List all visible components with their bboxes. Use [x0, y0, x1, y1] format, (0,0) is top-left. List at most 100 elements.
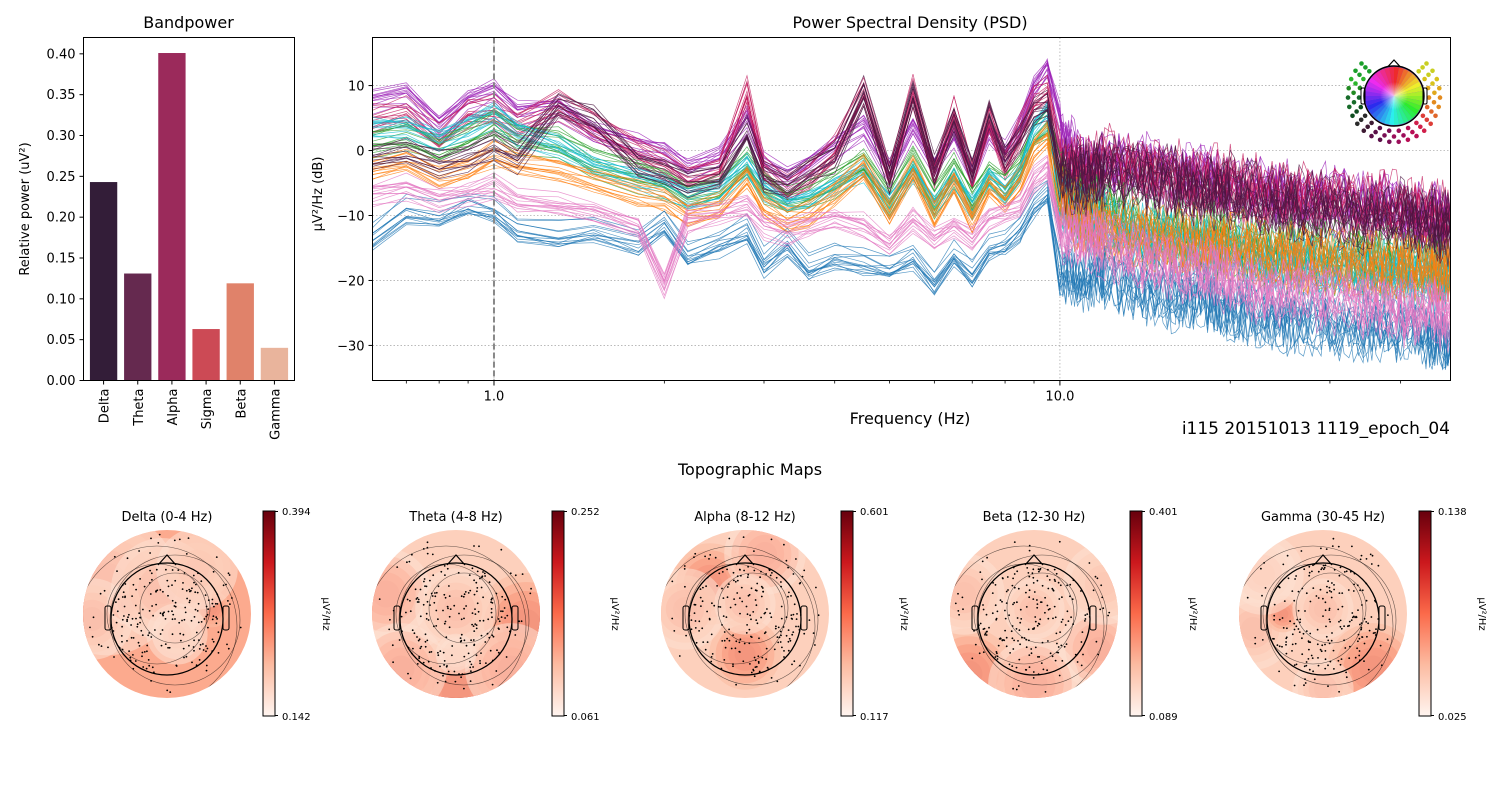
topomap-sensor [462, 595, 465, 598]
topomap-sensor [765, 658, 768, 660]
topomap-sensor [98, 643, 100, 646]
topomap-sensor [1011, 625, 1014, 627]
sensor-dot [1382, 133, 1387, 138]
topomap-sensor [217, 631, 220, 634]
topomap-sensor [484, 641, 487, 643]
topomap-sensor [171, 599, 174, 602]
topomap-sensor [485, 662, 487, 664]
topomap-sensor [1018, 629, 1021, 632]
psd-ytick-label: −30 [337, 339, 364, 354]
topomap-sensor [139, 616, 142, 619]
topomap-sensor [124, 595, 126, 598]
topomap-sensor [1055, 572, 1058, 575]
topomap-sensor [1084, 620, 1086, 622]
topomap-colorbar-min: 0.142 [282, 712, 311, 723]
topomap-sensor [198, 659, 201, 661]
topomap-sensor [1060, 644, 1063, 647]
topomap-sensor [1278, 618, 1281, 621]
topomap-ear-left [682, 605, 690, 631]
topomap-sensor [1072, 623, 1074, 626]
topomap-sensor [748, 628, 751, 631]
topomap-sensor [785, 616, 788, 619]
topomap-sensor [448, 585, 450, 587]
topomap-sensor [446, 605, 449, 608]
topomap-sensor [185, 589, 188, 592]
topomap-sensor [793, 603, 796, 606]
topomap-sensor [116, 610, 119, 613]
topomap-sensor [780, 617, 783, 620]
topomap-sensor [1059, 584, 1062, 587]
topomap-sensor [139, 578, 142, 580]
topomap-sensor [1312, 564, 1314, 567]
topomap-sensor [405, 611, 407, 614]
topomap-sensor [1012, 687, 1014, 690]
sensor-dot [1416, 69, 1421, 74]
topomap-sensor [1327, 685, 1329, 688]
topomap-sensor [981, 578, 983, 581]
topomap-sensor [216, 618, 219, 620]
topomap-contour [950, 545, 1105, 698]
topomap-sensor [154, 629, 156, 631]
topomap-sensor [1007, 589, 1009, 591]
topomap-sensor [155, 568, 158, 571]
topomap-sensor [91, 635, 94, 638]
bandpower-xtick-label: Alpha [166, 389, 181, 426]
topomap-sensor [215, 556, 218, 558]
topomap-sensor [1011, 584, 1014, 587]
topomap-sensor [1011, 665, 1014, 667]
topomap-sensor [722, 615, 725, 617]
topomap-sensor [120, 635, 123, 637]
topomap-sensor [1348, 620, 1351, 623]
sensor-dot [1363, 65, 1368, 70]
topomap-sensor [482, 571, 484, 573]
topomap-sensor [817, 614, 820, 617]
psd-ytick-label: −10 [337, 209, 364, 224]
topomap-sensor [1332, 649, 1335, 652]
bandpower-bar-alpha [158, 53, 186, 381]
topomap-sensor [723, 659, 726, 661]
topomap-sensor [736, 575, 739, 578]
sensor-dot [1426, 95, 1432, 100]
topomap-sensor [143, 585, 146, 588]
topomap-blob [950, 553, 1005, 635]
topomap-sensor [190, 619, 193, 622]
sensor-dot [1420, 113, 1426, 119]
topomap-sensor [1356, 647, 1358, 650]
topomap-colorbar [1418, 510, 1432, 717]
topomap-sensor [131, 617, 134, 620]
topomap-sensor [1320, 568, 1323, 571]
topomap-sensor [769, 574, 772, 577]
topomap-sensor [1319, 648, 1322, 651]
topomap-sensor [1017, 587, 1020, 590]
topomap-sensor [1097, 653, 1100, 656]
sensor-dot [1396, 139, 1401, 145]
topomap-sensor [735, 683, 737, 686]
topomap-sensor [984, 633, 986, 636]
topomap-sensor [488, 581, 491, 584]
topomap-sensor [444, 596, 447, 599]
topomap-sensor [1343, 571, 1346, 573]
sensor-dot [1361, 76, 1366, 82]
sensor-dot [1414, 133, 1419, 139]
topomap-sensor [1001, 639, 1004, 642]
psd-series [372, 57, 1450, 371]
psd-trace [372, 96, 1450, 261]
topomap-sensor [127, 616, 129, 619]
topomap-sensor [1303, 684, 1305, 687]
topomap-sensor [1340, 627, 1343, 630]
topomap-sensor [791, 633, 794, 636]
sensor-dot [1347, 104, 1352, 110]
sensor-dot [1424, 117, 1430, 123]
bandpower-xtick-label: Sigma [200, 389, 215, 430]
topomap-sensor [1011, 637, 1014, 640]
topomap-sensor [1337, 608, 1340, 611]
topomap-colorbar [840, 510, 854, 717]
topomap-sensor [426, 639, 429, 642]
topomap-sensor [755, 665, 758, 668]
topomap-sensor [1013, 541, 1016, 543]
topomap-colorbar-max: 0.601 [860, 507, 889, 518]
topomap-sensor [1061, 660, 1064, 662]
topomap-sensor [787, 566, 789, 569]
topomap-sensor [166, 579, 169, 582]
topomap-sensor [132, 637, 135, 639]
